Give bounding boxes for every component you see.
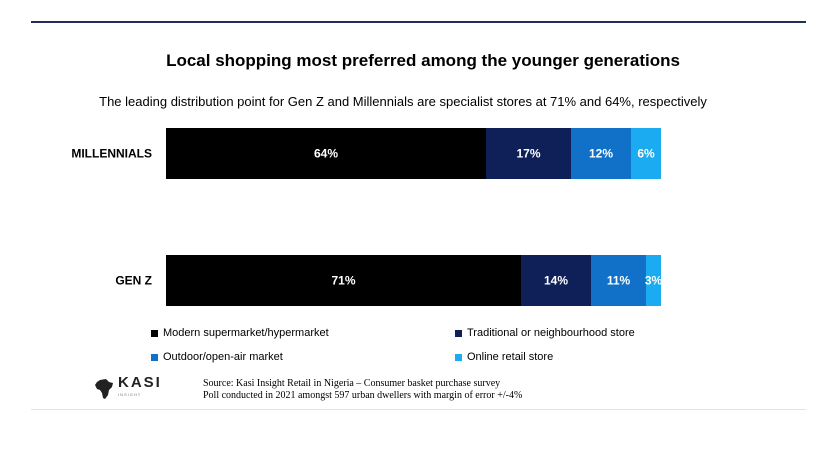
legend-label: Modern supermarket/hypermarket bbox=[163, 327, 329, 339]
bottom-rule bbox=[31, 409, 806, 410]
africa-icon bbox=[95, 379, 113, 399]
bar-segment bbox=[486, 128, 571, 179]
source-line-1: Source: Kasi Insight Retail in Nigeria –… bbox=[203, 378, 501, 389]
legend-swatch bbox=[455, 329, 462, 337]
bar-segment bbox=[571, 128, 631, 179]
legend-swatch bbox=[151, 329, 158, 337]
legend-item-outdoor: Outdoor/open-air market bbox=[151, 351, 283, 363]
legend-label: Outdoor/open-air market bbox=[163, 351, 283, 363]
top-rule bbox=[31, 21, 806, 23]
data-label: 14% bbox=[544, 274, 568, 288]
stacked-bar-chart: MILLENNIALS 64% 17% 12% 6% GEN Z 71% 14% 11% 3% bbox=[71, 128, 663, 306]
bar-segment bbox=[646, 255, 661, 306]
logo-wordmark: KASI bbox=[118, 374, 162, 391]
category-label: GEN Z bbox=[115, 274, 152, 288]
bar-segment bbox=[521, 255, 591, 306]
legend-item-modern: Modern supermarket/hypermarket bbox=[151, 327, 329, 339]
data-label: 71% bbox=[331, 274, 355, 288]
data-label: 64% bbox=[314, 147, 338, 161]
source-line-2: Poll conducted in 2021 amongst 597 urban… bbox=[203, 390, 523, 401]
kasi-logo: KASI INSIGHT bbox=[94, 374, 162, 401]
data-label: 12% bbox=[589, 147, 613, 161]
category-label: MILLENNIALS bbox=[71, 147, 152, 161]
legend-swatch bbox=[151, 353, 158, 361]
chart-subtitle: The leading distribution point for Gen Z… bbox=[99, 94, 707, 109]
legend-item-online: Online retail store bbox=[455, 351, 553, 363]
bar-segment bbox=[166, 255, 521, 306]
data-label: 11% bbox=[607, 274, 631, 288]
bar-segment bbox=[591, 255, 646, 306]
bar-segment bbox=[631, 128, 661, 179]
bar-segment bbox=[166, 128, 486, 179]
legend-label: Traditional or neighbourhood store bbox=[467, 327, 635, 339]
legend-label: Online retail store bbox=[467, 351, 554, 363]
logo-subtext: INSIGHT bbox=[118, 392, 142, 397]
legend-swatch bbox=[455, 353, 462, 361]
data-label: 6% bbox=[637, 147, 655, 161]
data-label: 3% bbox=[645, 274, 663, 288]
legend-item-traditional: Traditional or neighbourhood store bbox=[455, 327, 635, 339]
data-label: 17% bbox=[516, 147, 540, 161]
source-note: Source: Kasi Insight Retail in Nigeria –… bbox=[203, 378, 522, 402]
chart-title: Local shopping most preferred among the … bbox=[166, 51, 680, 70]
